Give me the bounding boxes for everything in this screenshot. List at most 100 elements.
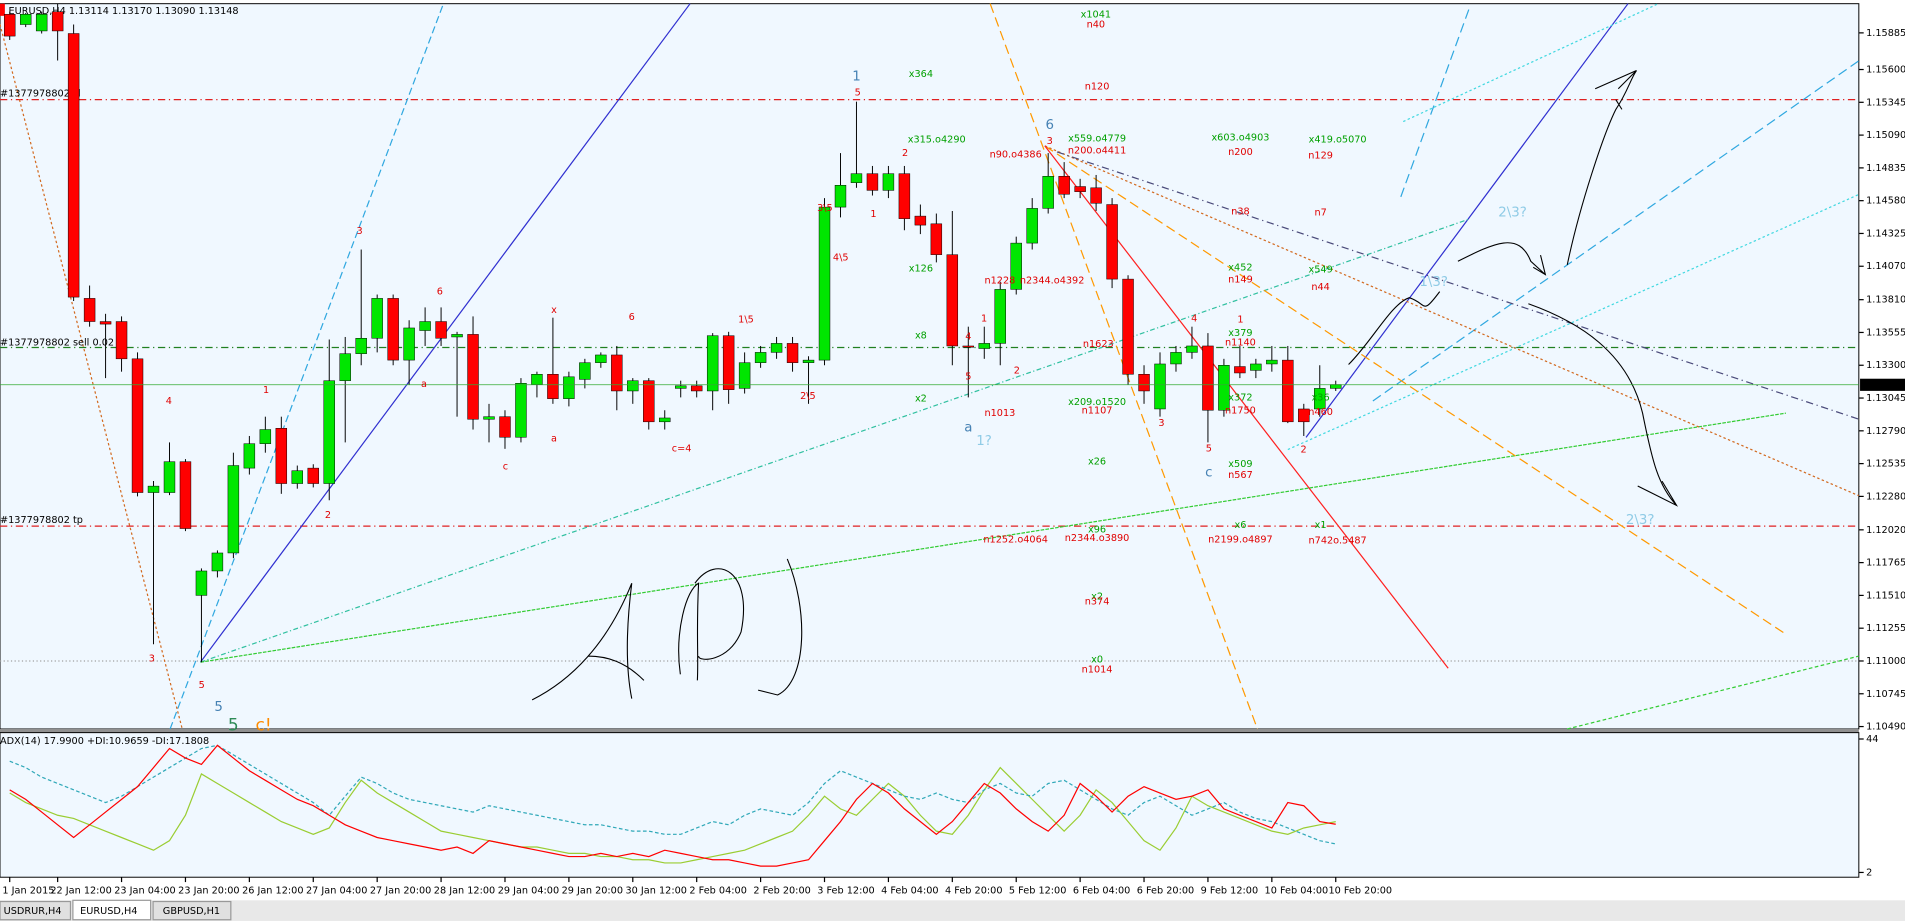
wave-label: x6 (1234, 520, 1246, 531)
y-tick-label: 2 (1866, 867, 1872, 878)
candle-body (115, 321, 128, 360)
candle-body (994, 289, 1006, 344)
candle-body (882, 173, 895, 191)
x-tick-label: 6 Feb 20:00 (1137, 886, 1194, 897)
candle-body (643, 380, 655, 423)
candle-body (131, 358, 144, 493)
candle-body (1266, 359, 1278, 365)
tab-active[interactable] (72, 899, 152, 921)
wave-label: 3 (1047, 136, 1053, 147)
candle-body (786, 343, 799, 363)
wave-label: a (964, 421, 972, 436)
y-tick-label: 1.14835 (1866, 163, 1905, 174)
y-tick-label: 1.12790 (1866, 426, 1905, 437)
tab-label[interactable]: EURUSD,H4 (80, 906, 137, 917)
indicator-line (9, 744, 1336, 845)
x-tick-label: 26 Jan 12:00 (242, 886, 303, 897)
wave-label: x379 (1228, 328, 1252, 339)
candle-body (1314, 388, 1326, 410)
candle-body (403, 327, 415, 361)
y-tick-label: 1.15345 (1866, 97, 1905, 108)
wave-label: x559.o4779 (1068, 134, 1126, 145)
x-tick-label: 2 Feb 20:00 (753, 886, 810, 897)
candle-body (834, 184, 847, 208)
wave-label: x509 (1228, 459, 1252, 470)
candle-body (499, 416, 511, 438)
adx-window (0, 732, 1860, 878)
x-tick-label: 27 Jan 20:00 (370, 886, 431, 897)
y-tick-label: 1.13045 (1866, 393, 1905, 404)
trend-line (1044, 145, 1860, 497)
candle-body (770, 343, 783, 353)
wave-label: 1 (981, 313, 987, 324)
wave-label: n460 (1308, 407, 1333, 418)
candle-body (1218, 365, 1230, 411)
y-tick-label: 1.12535 (1866, 459, 1905, 470)
tab-bar-bg (0, 900, 1905, 921)
candle-body (563, 376, 575, 399)
x-tick-label: 4 Feb 20:00 (945, 886, 1002, 897)
wave-label: n374 (1085, 596, 1110, 607)
wave-label: x372 (1228, 392, 1252, 403)
indicator-title: ADX(14) 17.9900 +DI:10.9659 -DI:17.1808 (0, 736, 209, 747)
arrow-sketch (1348, 70, 1679, 507)
wave-label: n1014 (1082, 664, 1113, 675)
x-tick-label: 10 Feb 04:00 (1265, 886, 1329, 897)
x-tick-label: 22 Jan 12:00 (50, 886, 111, 897)
bid-box (1860, 378, 1905, 391)
wave-label: n200 (1228, 147, 1253, 158)
tab[interactable] (152, 900, 232, 921)
wave-label: 5 (199, 680, 205, 691)
candle-body (1154, 363, 1166, 410)
y-tick-label: 1.11255 (1866, 623, 1905, 634)
candle-body (1106, 204, 1118, 280)
trend-line (1402, 3, 1659, 123)
wave-label: n2199.o4897 (1208, 534, 1273, 545)
candle-body (227, 465, 240, 554)
tab[interactable] (0, 900, 72, 921)
indicator-line (9, 766, 1336, 864)
wave-label: n44 (1311, 282, 1330, 293)
candle-body (818, 206, 831, 361)
candle-body (914, 215, 927, 226)
candle-body (1090, 187, 1102, 204)
wave-label: n1623 (1083, 339, 1114, 350)
order-label: #1377978802 tp (0, 515, 83, 526)
wave-label: 2 (902, 148, 908, 159)
wave-label: x315.o4290 (908, 135, 966, 146)
wave-label: n2344.o3890 (1065, 533, 1130, 544)
wave-label: n38 (1231, 206, 1250, 217)
y-tick-label: 1.13555 (1866, 327, 1905, 338)
wave-label: x2 (915, 394, 927, 405)
bid-label: 1.13148 (1864, 380, 1904, 391)
wave-label: n742o.5487 (1309, 536, 1367, 547)
x-tick-label: 4 Feb 04:00 (881, 886, 938, 897)
tab-label[interactable]: USDRUR,H4 (4, 906, 62, 917)
candle-body (962, 345, 975, 348)
chart-title: EURUSD,H4 1.13114 1.13170 1.13090 1.1314… (9, 6, 239, 17)
wave-label: 3 (357, 226, 363, 237)
wave-label: x2 (1091, 592, 1103, 603)
wave-label: 3 (149, 654, 155, 665)
wave-label: 2\3? (1498, 206, 1527, 221)
wave-label: 2\5 (800, 391, 816, 402)
candle-body (259, 429, 272, 444)
x-tick-label: 30 Jan 12:00 (626, 886, 687, 897)
wave-label: 1 (1237, 315, 1243, 326)
wave-label: 5 (965, 372, 971, 383)
wave-label: 2 (1014, 366, 1020, 377)
trend-line (1287, 193, 1860, 451)
x-tick-label: 2 Feb 04:00 (689, 886, 746, 897)
candle-body (211, 552, 224, 572)
y-tick-label: 1.14580 (1866, 196, 1905, 207)
candle-body (579, 362, 591, 380)
wave-label: c (1205, 466, 1212, 481)
wave-label: 1\5 (738, 315, 754, 326)
candle-body (738, 362, 751, 389)
wave-label: c (503, 462, 508, 473)
tab-label[interactable]: GBPUSD,H1 (163, 906, 220, 917)
wave-label: 6 (437, 287, 443, 298)
wave-label: 6 (1045, 118, 1054, 133)
window-separator (0, 728, 1859, 733)
trend-line (1400, 5, 1471, 198)
